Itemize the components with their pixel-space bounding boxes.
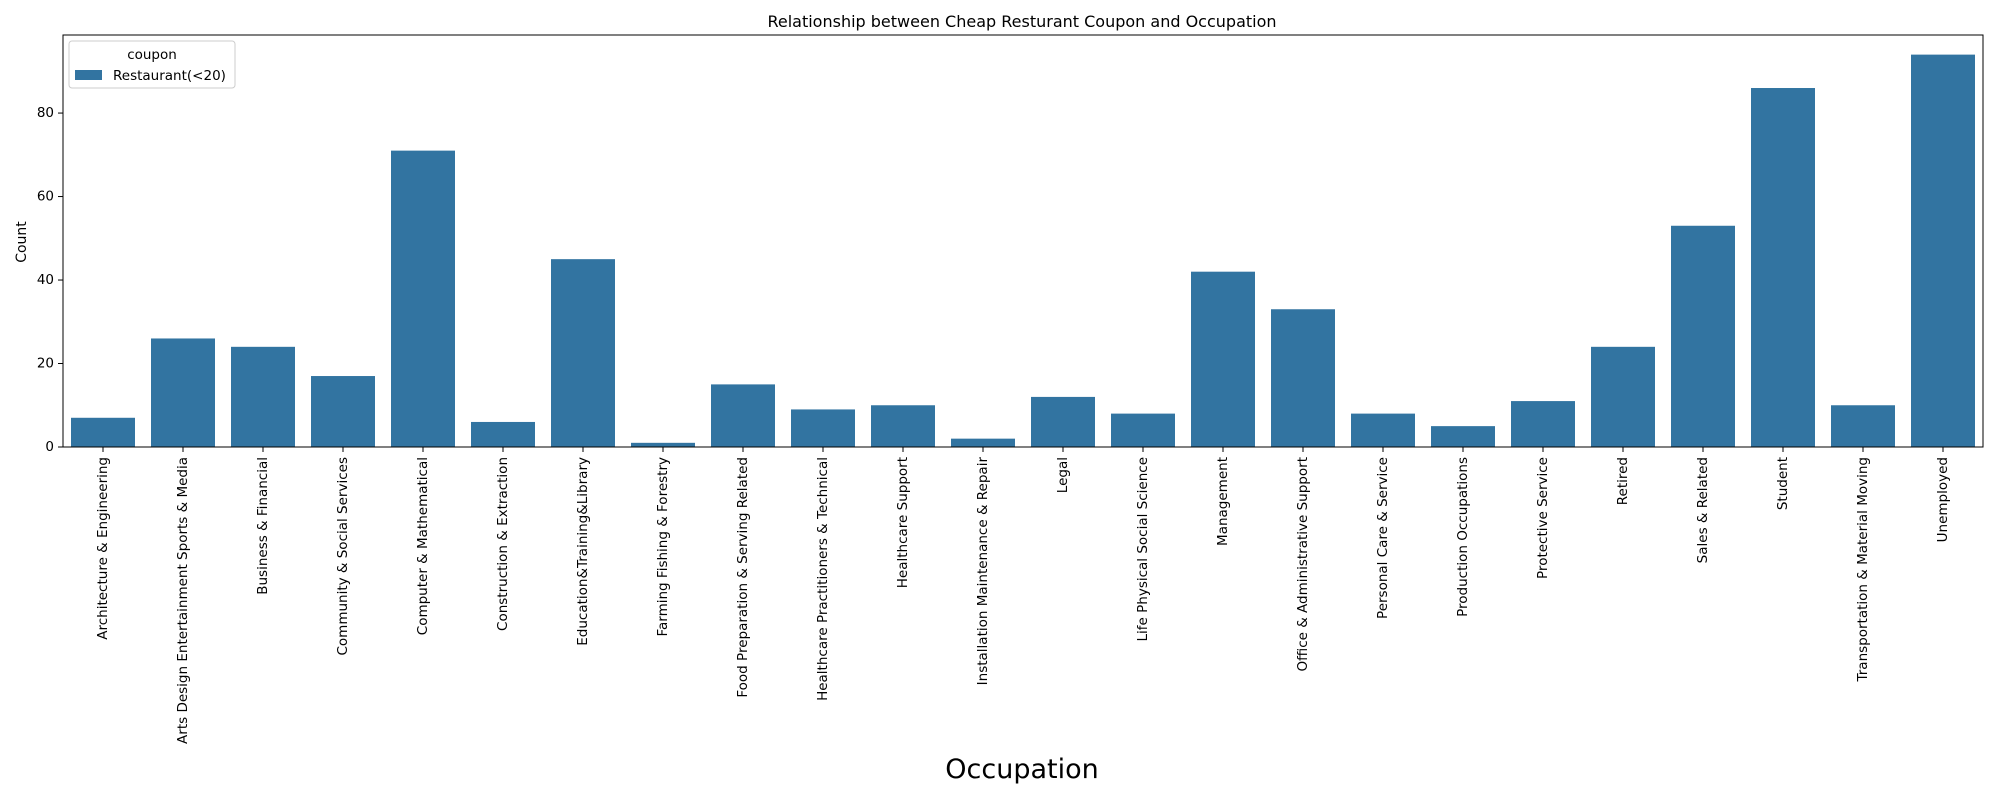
bar: [1911, 54, 1975, 447]
x-tick-label: Unemployed: [1935, 457, 1951, 542]
bar: [71, 417, 135, 447]
bar: [791, 409, 855, 447]
bars-group: [71, 54, 1975, 448]
bar: [1031, 396, 1095, 447]
x-tick-label: Arts Design Entertainment Sports & Media: [175, 457, 191, 744]
bar: [391, 150, 455, 448]
x-tick-label: Personal Care & Service: [1375, 457, 1391, 619]
bar: [631, 442, 695, 447]
bar: [1111, 413, 1175, 447]
bar: [151, 338, 215, 447]
x-tick-label: Healthcare Support: [895, 457, 911, 588]
x-axis-label: Occupation: [945, 754, 1098, 785]
x-tick-label: Office & Administrative Support: [1295, 457, 1311, 671]
bar: [1271, 309, 1335, 447]
bar: [1191, 271, 1255, 447]
x-tick-label: Management: [1215, 457, 1231, 546]
x-axis-ticks: Architecture & Engineering Arts Design En…: [95, 447, 1951, 744]
axes-frame: [62, 34, 1984, 448]
x-tick-label: Architecture & Engineering: [95, 457, 111, 640]
bar: [1831, 405, 1895, 447]
legend: coupon Restaurant(<20): [68, 40, 236, 89]
legend-box: [68, 40, 236, 89]
x-tick-label: Community & Social Services: [335, 457, 351, 656]
x-tick-label: Sales & Related: [1695, 457, 1711, 563]
legend-swatch: [75, 70, 102, 80]
x-tick-label: Computer & Mathematical: [415, 457, 431, 635]
y-tick-label: 80: [37, 105, 54, 121]
bar: [951, 438, 1015, 447]
bar: [1751, 88, 1815, 447]
y-tick-label: 60: [37, 189, 54, 205]
x-tick-label: Student: [1775, 457, 1791, 510]
bar: [1591, 346, 1655, 447]
x-tick-label: Protective Service: [1535, 457, 1551, 579]
x-tick-label: Production Occupations: [1455, 457, 1471, 617]
bar: [1431, 426, 1495, 447]
bar: [871, 405, 935, 447]
y-tick-label: 0: [45, 439, 54, 455]
bar: [311, 376, 375, 447]
bar: [471, 421, 535, 447]
x-tick-label: Installation Maintenance & Repair: [975, 457, 991, 686]
y-tick-label: 40: [37, 272, 54, 288]
x-tick-label: Farming Fishing & Forestry: [655, 457, 671, 637]
x-tick-label: Construction & Extraction: [495, 457, 511, 631]
y-tick-label: 20: [37, 356, 54, 372]
y-axis-ticks: 0 20 40 60 80: [37, 105, 63, 455]
bar: [1671, 225, 1735, 447]
x-tick-label: Life Physical Social Science: [1135, 457, 1151, 641]
bar: [711, 384, 775, 447]
legend-title: coupon: [127, 47, 177, 63]
x-tick-label: Healthcare Practitioners & Technical: [815, 457, 831, 701]
bar: [551, 259, 615, 447]
x-tick-label: Business & Financial: [255, 457, 271, 595]
x-tick-label: Legal: [1055, 457, 1071, 493]
x-tick-label: Transportation & Material Moving: [1855, 457, 1871, 683]
y-axis-label: Count: [14, 221, 30, 263]
chart-title: Relationship between Cheap Resturant Cou…: [767, 12, 1276, 31]
x-tick-label: Retired: [1615, 457, 1631, 505]
bar: [1511, 401, 1575, 447]
bar: [231, 346, 295, 447]
x-tick-label: Food Preparation & Serving Related: [735, 457, 751, 698]
bar: [1351, 413, 1415, 447]
legend-label: Restaurant(<20): [113, 68, 226, 84]
x-tick-label: Education&Training&Library: [575, 457, 591, 646]
